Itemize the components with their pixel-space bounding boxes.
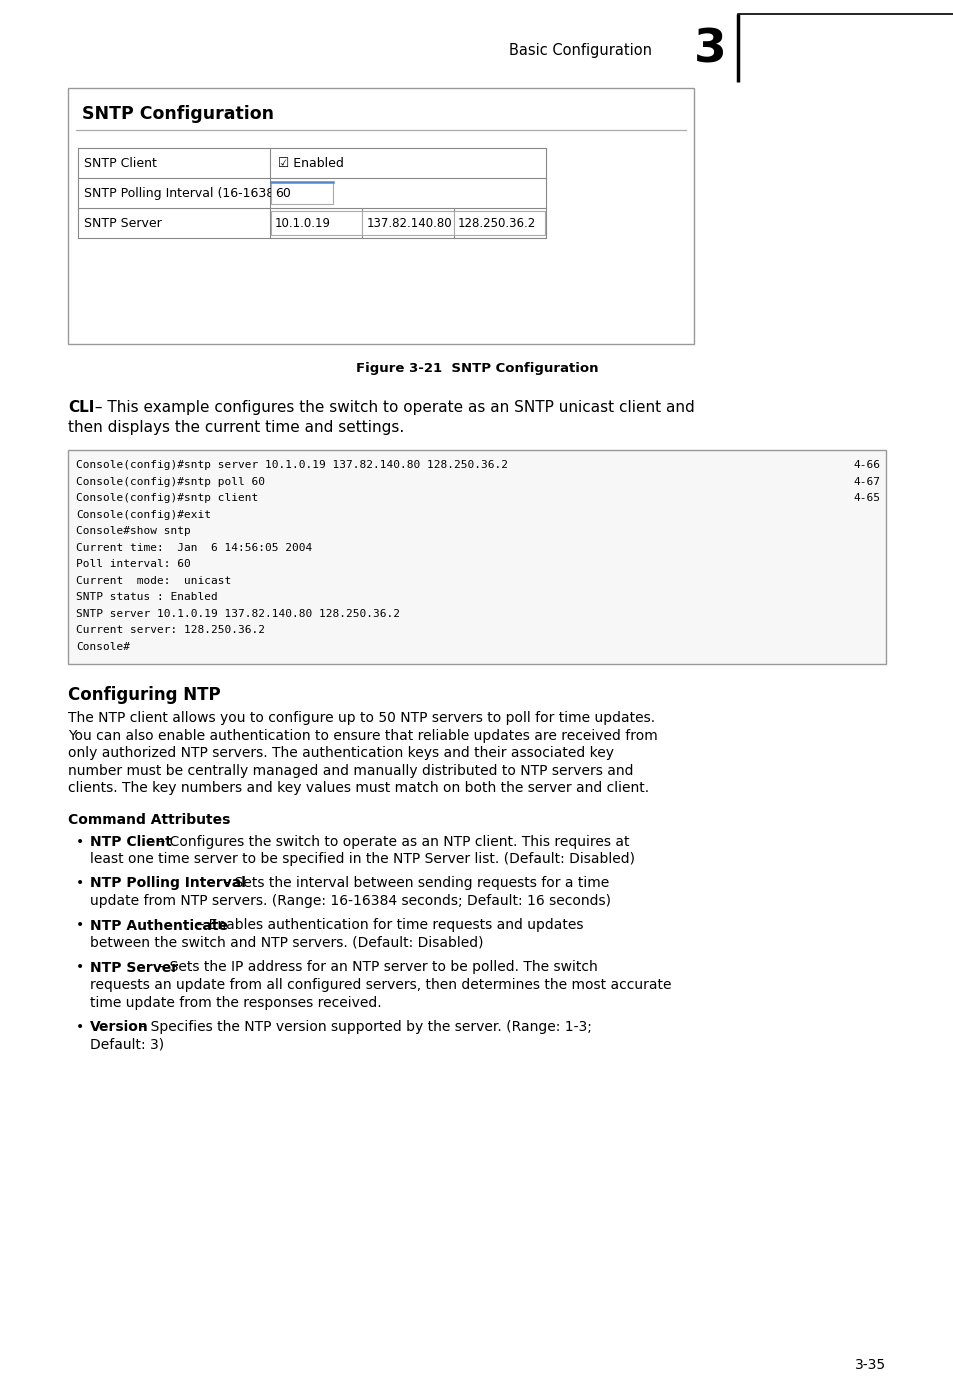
Text: Console#: Console# <box>76 641 130 651</box>
Text: time update from the responses received.: time update from the responses received. <box>90 995 381 1009</box>
Text: – Configures the switch to operate as an NTP client. This requires at: – Configures the switch to operate as an… <box>154 834 629 848</box>
Text: Default: 3): Default: 3) <box>90 1037 164 1052</box>
Text: Console(config)#sntp poll 60: Console(config)#sntp poll 60 <box>76 476 265 487</box>
Text: 60: 60 <box>274 186 291 200</box>
Text: number must be centrally managed and manually distributed to NTP servers and: number must be centrally managed and man… <box>68 763 633 777</box>
Bar <box>454 211 544 235</box>
Text: 3: 3 <box>693 28 725 72</box>
Text: 4-66: 4-66 <box>852 459 879 471</box>
Text: The NTP client allows you to configure up to 50 NTP servers to poll for time upd: The NTP client allows you to configure u… <box>68 711 655 725</box>
Text: – Sets the interval between sending requests for a time: – Sets the interval between sending requ… <box>219 876 609 891</box>
Text: CLI: CLI <box>68 400 94 415</box>
Text: 4-67: 4-67 <box>852 476 879 487</box>
Text: – Enables authentication for time requests and updates: – Enables authentication for time reques… <box>193 919 583 933</box>
Text: NTP Server: NTP Server <box>90 960 178 974</box>
Text: Current server: 128.250.36.2: Current server: 128.250.36.2 <box>76 625 265 634</box>
Text: SNTP Configuration: SNTP Configuration <box>82 105 274 124</box>
Text: SNTP Polling Interval (16-16384): SNTP Polling Interval (16-16384) <box>84 186 287 200</box>
Text: SNTP Server: SNTP Server <box>84 217 162 229</box>
Text: •: • <box>76 876 84 891</box>
Text: – Specifies the NTP version supported by the server. (Range: 1-3;: – Specifies the NTP version supported by… <box>135 1020 592 1034</box>
Text: Current  mode:  unicast: Current mode: unicast <box>76 576 231 586</box>
Text: requests an update from all configured servers, then determines the most accurat: requests an update from all configured s… <box>90 979 671 992</box>
Text: SNTP Client: SNTP Client <box>84 157 156 169</box>
Text: ☑ Enabled: ☑ Enabled <box>277 157 343 169</box>
Text: update from NTP servers. (Range: 16-16384 seconds; Default: 16 seconds): update from NTP servers. (Range: 16-1638… <box>90 894 610 908</box>
Text: 3-35: 3-35 <box>854 1357 885 1371</box>
Text: SNTP server 10.1.0.19 137.82.140.80 128.250.36.2: SNTP server 10.1.0.19 137.82.140.80 128.… <box>76 608 399 619</box>
Text: Poll interval: 60: Poll interval: 60 <box>76 559 191 569</box>
Bar <box>271 182 333 204</box>
Text: Console(config)#sntp client: Console(config)#sntp client <box>76 493 258 502</box>
Bar <box>68 87 693 344</box>
Bar <box>362 211 454 235</box>
Text: NTP Authenticate: NTP Authenticate <box>90 919 228 933</box>
Bar <box>271 211 362 235</box>
Text: least one time server to be specified in the NTP Server list. (Default: Disabled: least one time server to be specified in… <box>90 852 635 866</box>
Text: – Sets the IP address for an NTP server to be polled. The switch: – Sets the IP address for an NTP server … <box>154 960 598 974</box>
Text: 128.250.36.2: 128.250.36.2 <box>457 217 536 229</box>
Text: NTP Client: NTP Client <box>90 834 172 848</box>
Text: 10.1.0.19: 10.1.0.19 <box>274 217 331 229</box>
Text: Console#show sntp: Console#show sntp <box>76 526 191 536</box>
Text: •: • <box>76 834 84 848</box>
Text: 4-65: 4-65 <box>852 493 879 502</box>
Text: then displays the current time and settings.: then displays the current time and setti… <box>68 421 404 434</box>
Text: Configuring NTP: Configuring NTP <box>68 686 220 704</box>
Text: •: • <box>76 1020 84 1034</box>
Text: Current time:  Jan  6 14:56:05 2004: Current time: Jan 6 14:56:05 2004 <box>76 543 312 552</box>
Text: Figure 3-21  SNTP Configuration: Figure 3-21 SNTP Configuration <box>355 362 598 375</box>
Text: – This example configures the switch to operate as an SNTP unicast client and: – This example configures the switch to … <box>90 400 694 415</box>
Bar <box>68 450 885 663</box>
Text: clients. The key numbers and key values must match on both the server and client: clients. The key numbers and key values … <box>68 781 648 795</box>
Text: Command Attributes: Command Attributes <box>68 812 230 826</box>
Text: Basic Configuration: Basic Configuration <box>509 43 651 57</box>
Text: NTP Polling Interval: NTP Polling Interval <box>90 876 246 891</box>
Text: You can also enable authentication to ensure that reliable updates are received : You can also enable authentication to en… <box>68 729 657 743</box>
Text: Console(config)#exit: Console(config)#exit <box>76 509 211 519</box>
Text: •: • <box>76 960 84 974</box>
Text: Version: Version <box>90 1020 149 1034</box>
Text: •: • <box>76 919 84 933</box>
Text: Console(config)#sntp server 10.1.0.19 137.82.140.80 128.250.36.2: Console(config)#sntp server 10.1.0.19 13… <box>76 459 507 471</box>
Text: only authorized NTP servers. The authentication keys and their associated key: only authorized NTP servers. The authent… <box>68 745 614 761</box>
Text: 137.82.140.80: 137.82.140.80 <box>366 217 452 229</box>
Text: SNTP status : Enabled: SNTP status : Enabled <box>76 593 217 602</box>
Text: between the switch and NTP servers. (Default: Disabled): between the switch and NTP servers. (Def… <box>90 936 483 949</box>
